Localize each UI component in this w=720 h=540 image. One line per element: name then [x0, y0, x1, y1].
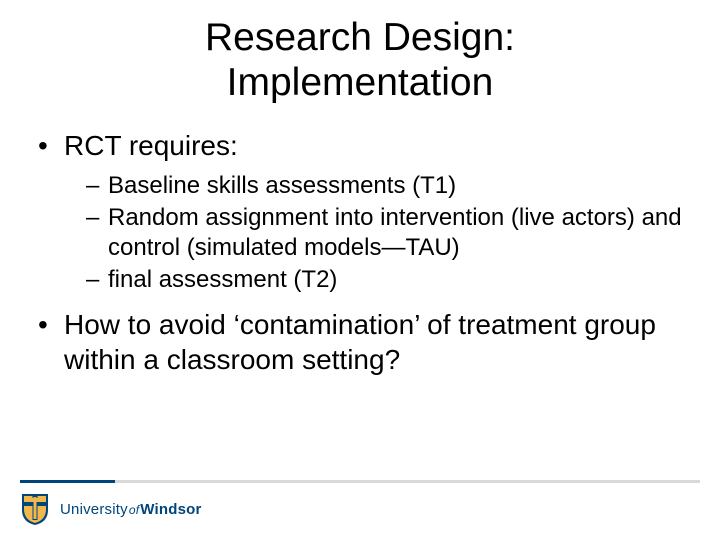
sub-1: Baseline skills assessments (T1)	[86, 171, 684, 201]
title-line-2: Implementation	[227, 61, 494, 104]
sub-list: Baseline skills assessments (T1) Random …	[64, 171, 684, 295]
sub-3: final assessment (T2)	[86, 265, 684, 295]
footer-rule	[20, 480, 700, 483]
bullet-1: RCT requires: Baseline skills assessment…	[36, 128, 684, 295]
title-line-1: Research Design:	[205, 16, 515, 59]
bullet-list: RCT requires: Baseline skills assessment…	[36, 128, 684, 377]
footer-rule-accent	[20, 480, 115, 483]
shield-icon	[20, 492, 50, 526]
slide: Research Design: Implementation RCT requ…	[0, 0, 720, 540]
wordmark-university: University	[60, 501, 128, 518]
wordmark-windsor: Windsor	[140, 501, 201, 518]
footer: UniversityofWindsor	[0, 470, 720, 540]
bullet-2: How to avoid ‘contamination’ of treatmen…	[36, 307, 684, 377]
bullet-1-text: RCT requires:	[64, 130, 238, 161]
university-wordmark: UniversityofWindsor	[60, 501, 202, 518]
sub-2: Random assignment into intervention (liv…	[86, 203, 684, 263]
wordmark-of: of	[129, 503, 139, 517]
slide-title: Research Design: Implementation	[36, 16, 684, 106]
university-logo: UniversityofWindsor	[20, 492, 202, 526]
